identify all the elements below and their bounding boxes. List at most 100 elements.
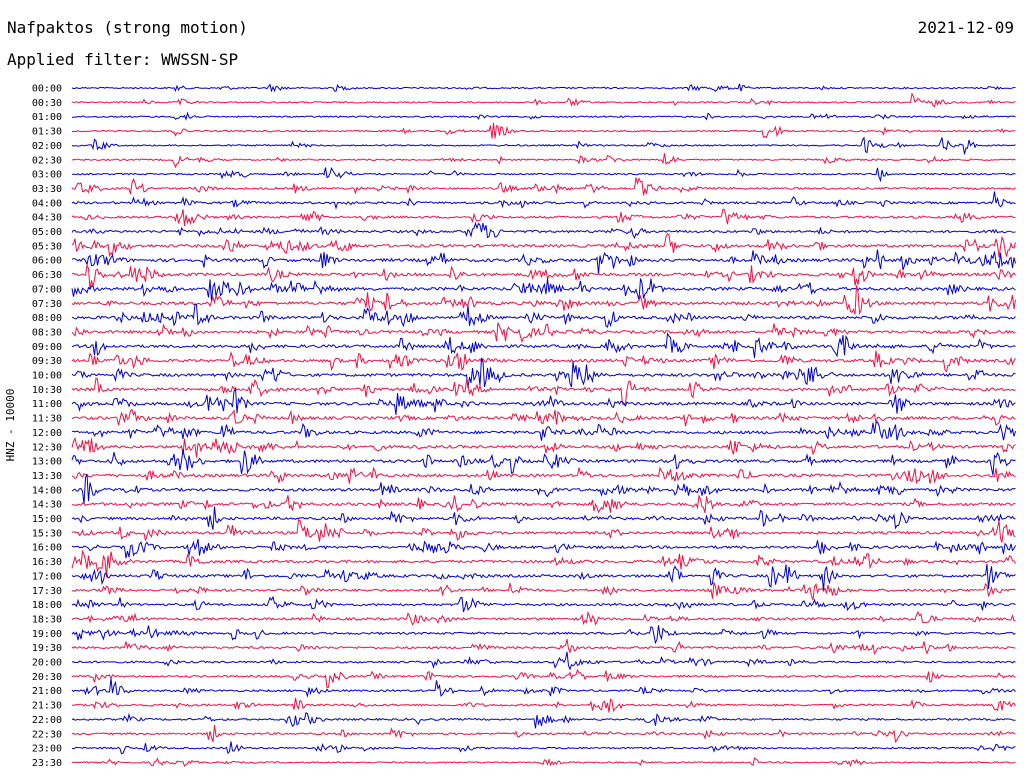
trace-line: [71, 466, 1016, 485]
time-tick-label: 14:00: [32, 485, 62, 496]
trace-line: [71, 136, 1016, 155]
trace-line: [71, 493, 1016, 514]
trace-line: [71, 191, 1016, 210]
date-label: 2021-12-09: [917, 18, 1014, 37]
trace-line: [71, 697, 1016, 713]
time-tick-label: 06:00: [32, 256, 62, 267]
time-tick-label: 23:30: [32, 758, 62, 769]
trace-line: [71, 285, 1016, 316]
time-tick-label: 19:30: [32, 643, 62, 654]
trace-line: [71, 506, 1016, 530]
time-tick-label: 15:30: [32, 528, 62, 539]
trace-line: [71, 166, 1016, 183]
trace-line: [71, 408, 1016, 427]
time-tick-label: 18:30: [32, 614, 62, 625]
time-tick-label: 22:00: [32, 715, 62, 726]
time-tick-label: 05:00: [32, 227, 62, 238]
trace-line: [71, 625, 1016, 645]
trace-line: [71, 595, 1016, 613]
time-tick-label: 15:00: [32, 514, 62, 525]
time-tick-label: 01:30: [32, 127, 62, 138]
trace-line: [71, 449, 1016, 476]
time-tick-label: 16:30: [32, 557, 62, 568]
time-tick-label: 01:00: [32, 112, 62, 123]
time-tick-label: 04:30: [32, 213, 62, 224]
time-tick-label: 04:00: [32, 198, 62, 209]
time-tick-label: 12:00: [32, 428, 62, 439]
time-tick-label: 00:00: [32, 84, 62, 95]
trace-line: [71, 122, 1016, 139]
time-tick-label: 10:30: [32, 385, 62, 396]
trace-line: [71, 473, 1016, 505]
time-tick-label: 21:00: [32, 686, 62, 697]
trace-line: [71, 549, 1016, 578]
time-tick-label: 02:00: [32, 141, 62, 152]
trace-line: [71, 153, 1016, 169]
time-tick-label: 23:00: [32, 744, 62, 755]
trace-line: [71, 610, 1016, 626]
time-tick-label: 18:00: [32, 600, 62, 611]
time-tick-label: 02:30: [32, 155, 62, 166]
trace-line: [71, 741, 1016, 755]
trace-line: [71, 678, 1016, 698]
time-tick-label: 05:30: [32, 241, 62, 252]
trace-line: [71, 92, 1016, 108]
time-tick-label: 08:00: [32, 313, 62, 324]
trace-line: [71, 83, 1016, 93]
trace-line: [71, 249, 1016, 275]
trace-line: [72, 757, 1016, 768]
trace-line: [71, 668, 1016, 688]
trace-line: [71, 436, 1016, 458]
trace-line: [71, 357, 1016, 389]
trace-line: [71, 331, 1016, 358]
trace-line: [71, 538, 1016, 559]
time-tick-label: 17:00: [32, 571, 62, 582]
time-tick-label: 09:00: [32, 342, 62, 353]
trace-line: [71, 350, 1016, 373]
time-tick-label: 13:00: [32, 457, 62, 468]
trace-line: [71, 208, 1016, 226]
time-tick-label: 06:30: [32, 270, 62, 281]
time-tick-label: 20:00: [32, 658, 62, 669]
station-title: Nafpaktos (strong motion): [7, 18, 248, 37]
trace-line: [71, 263, 1016, 290]
time-tick-label: 03:00: [32, 170, 62, 181]
trace-line: [71, 232, 1016, 258]
trace-line: [71, 322, 1016, 343]
trace-line: [71, 519, 1016, 543]
time-tick-label: 03:30: [32, 184, 62, 195]
time-tick-label: 14:30: [32, 500, 62, 511]
time-tick-label: 09:30: [32, 356, 62, 367]
filter-label: Applied filter: WWSSN-SP: [7, 50, 239, 69]
time-tick-label: 08:30: [32, 327, 62, 338]
trace-line: [71, 582, 1016, 601]
trace-line: [71, 638, 1016, 656]
time-tick-label: 20:30: [32, 672, 62, 683]
trace-line: [71, 377, 1016, 406]
trace-line: [71, 221, 1016, 240]
time-tick-label: 11:30: [32, 414, 62, 425]
time-tick-label: 11:00: [32, 399, 62, 410]
trace-line: [71, 177, 1016, 196]
trace-line: [71, 563, 1016, 591]
time-tick-label: 12:30: [32, 442, 62, 453]
trace-line: [71, 724, 1016, 744]
time-tick-label: 19:00: [32, 629, 62, 640]
trace-line: [71, 421, 1016, 441]
trace-line: [71, 303, 1016, 328]
time-tick-label: 07:00: [32, 284, 62, 295]
time-tick-label: 17:30: [32, 586, 62, 597]
trace-line: [71, 111, 1016, 121]
trace-line: [71, 386, 1016, 415]
time-tick-label: 07:30: [32, 299, 62, 310]
time-tick-label: 21:30: [32, 701, 62, 712]
time-tick-label: 10:00: [32, 371, 62, 382]
time-tick-label: 16:00: [32, 543, 62, 554]
time-tick-label: 00:30: [32, 98, 62, 109]
time-tick-label: 22:30: [32, 729, 62, 740]
time-tick-label: 13:30: [32, 471, 62, 482]
trace-line: [71, 278, 1016, 302]
trace-line: [71, 712, 1016, 729]
trace-line: [71, 651, 1016, 671]
